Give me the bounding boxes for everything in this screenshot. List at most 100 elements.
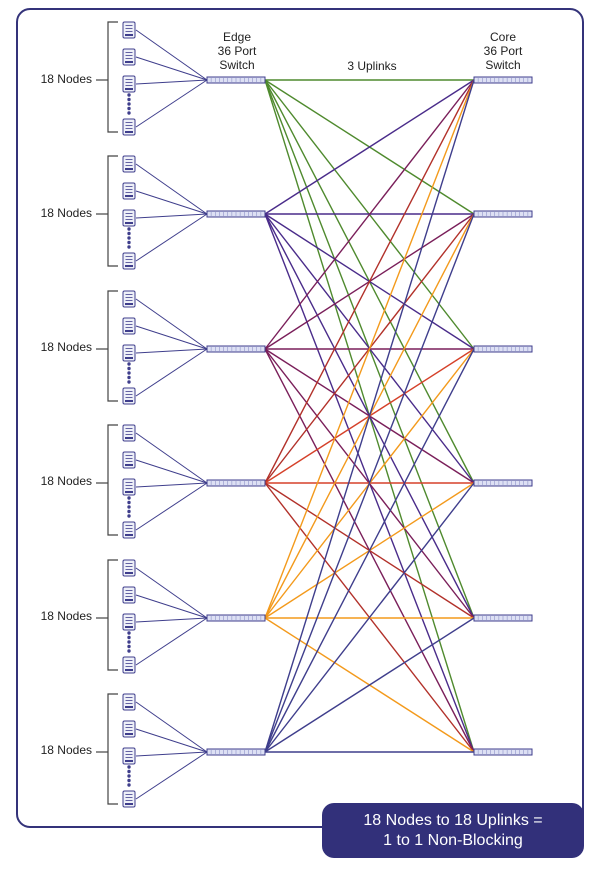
ellipsis-dot xyxy=(127,649,131,653)
ellipsis-dot xyxy=(127,245,131,249)
group-label: 18 Nodes xyxy=(40,206,92,220)
server-node-icon xyxy=(122,21,136,39)
core-switch-header: Core 36 Port Switch xyxy=(458,30,548,72)
ellipsis-dot xyxy=(127,240,131,245)
edge-header-line: Edge xyxy=(222,30,252,44)
node-link-line xyxy=(135,79,208,85)
ellipsis-dot xyxy=(127,769,131,774)
ellipsis-dot xyxy=(127,102,131,106)
node-link-line xyxy=(135,617,208,666)
ellipsis-dot xyxy=(127,635,131,640)
node-link-line xyxy=(135,432,208,484)
group-bracket xyxy=(107,290,118,402)
ellipsis-dot xyxy=(127,93,131,97)
edge-switch-icon xyxy=(206,76,266,84)
edge-header-line: 36 Port xyxy=(217,44,257,58)
node-link-line xyxy=(135,213,208,262)
edge-switch-icon xyxy=(206,614,266,622)
server-node-icon xyxy=(122,790,136,808)
ellipsis-dot xyxy=(127,783,131,787)
ellipsis-dot xyxy=(127,231,131,236)
node-link-line xyxy=(135,751,208,800)
uplink-line xyxy=(264,79,475,753)
uplink-line xyxy=(264,79,475,215)
node-link-line xyxy=(135,348,208,354)
group-label: 18 Nodes xyxy=(40,743,92,757)
ellipsis-dot xyxy=(127,106,131,111)
ellipsis-dot xyxy=(127,644,131,649)
core-header-line: 36 Port xyxy=(483,44,523,58)
uplink-line xyxy=(264,213,475,753)
ellipsis-dot xyxy=(127,97,131,102)
node-link-line xyxy=(135,594,208,619)
node-link-line xyxy=(135,728,208,753)
server-node-icon xyxy=(122,290,136,308)
ellipsis-dot xyxy=(127,227,131,231)
server-node-icon xyxy=(122,424,136,442)
group-bracket xyxy=(107,424,118,536)
edge-switch-icon xyxy=(206,479,266,487)
group-bracket xyxy=(107,559,118,671)
ellipsis-dot xyxy=(127,509,131,514)
uplink-line xyxy=(264,79,475,484)
group-label: 18 Nodes xyxy=(40,72,92,86)
callout-line: 1 to 1 Non-Blocking xyxy=(383,831,523,849)
core-header-line: Core xyxy=(489,30,516,44)
ellipsis-dot xyxy=(127,514,131,518)
ellipsis-dot xyxy=(127,774,131,778)
group-bracket xyxy=(107,155,118,267)
core-header-line: Switch xyxy=(485,58,521,72)
server-node-icon xyxy=(122,656,136,674)
server-node-icon xyxy=(122,48,136,66)
node-link-line xyxy=(135,325,208,350)
node-link-line xyxy=(135,617,208,623)
edge-switch-icon xyxy=(206,748,266,756)
core-switch-icon xyxy=(473,76,533,84)
node-link-line xyxy=(135,213,208,219)
node-link-line xyxy=(135,567,208,619)
node-link-line xyxy=(135,701,208,753)
server-node-icon xyxy=(122,478,136,496)
uplink-line xyxy=(264,79,475,619)
server-node-icon xyxy=(122,252,136,270)
ellipsis-dot xyxy=(127,765,131,769)
edge-switch-icon xyxy=(206,345,266,353)
ellipsis-dot xyxy=(127,236,131,240)
server-node-icon xyxy=(122,344,136,362)
server-node-icon xyxy=(122,693,136,711)
callout-line: 18 Nodes to 18 Uplinks = xyxy=(363,811,543,829)
server-node-icon xyxy=(122,182,136,200)
server-node-icon xyxy=(122,155,136,173)
uplink-line xyxy=(264,617,475,753)
ellipsis-dot xyxy=(127,362,131,366)
node-link-line xyxy=(135,29,208,81)
edge-header-line: Switch xyxy=(219,58,255,72)
server-node-icon xyxy=(122,747,136,765)
ellipsis-dot xyxy=(127,500,131,505)
server-node-icon xyxy=(122,387,136,405)
ellipsis-dot xyxy=(127,496,131,500)
ellipsis-dot xyxy=(127,111,131,115)
ellipsis-dot xyxy=(127,640,131,644)
summary-callout: 18 Nodes to 18 Uplinks = 1 to 1 Non-Bloc… xyxy=(322,803,584,858)
ellipsis-dot xyxy=(127,366,131,371)
node-link-line xyxy=(135,751,208,757)
node-link-line xyxy=(135,163,208,215)
node-link-line xyxy=(135,348,208,397)
server-node-icon xyxy=(122,613,136,631)
server-node-icon xyxy=(122,720,136,738)
core-switch-icon xyxy=(473,614,533,622)
ellipsis-dot xyxy=(127,631,131,635)
group-label: 18 Nodes xyxy=(40,609,92,623)
node-link-line xyxy=(135,482,208,488)
uplink-line xyxy=(264,79,475,350)
ellipsis-dot xyxy=(127,375,131,380)
server-node-icon xyxy=(122,521,136,539)
uplink-line xyxy=(264,348,475,753)
server-node-icon xyxy=(122,317,136,335)
server-node-icon xyxy=(122,118,136,136)
server-node-icon xyxy=(122,451,136,469)
group-label: 18 Nodes xyxy=(40,340,92,354)
node-link-line xyxy=(135,190,208,215)
